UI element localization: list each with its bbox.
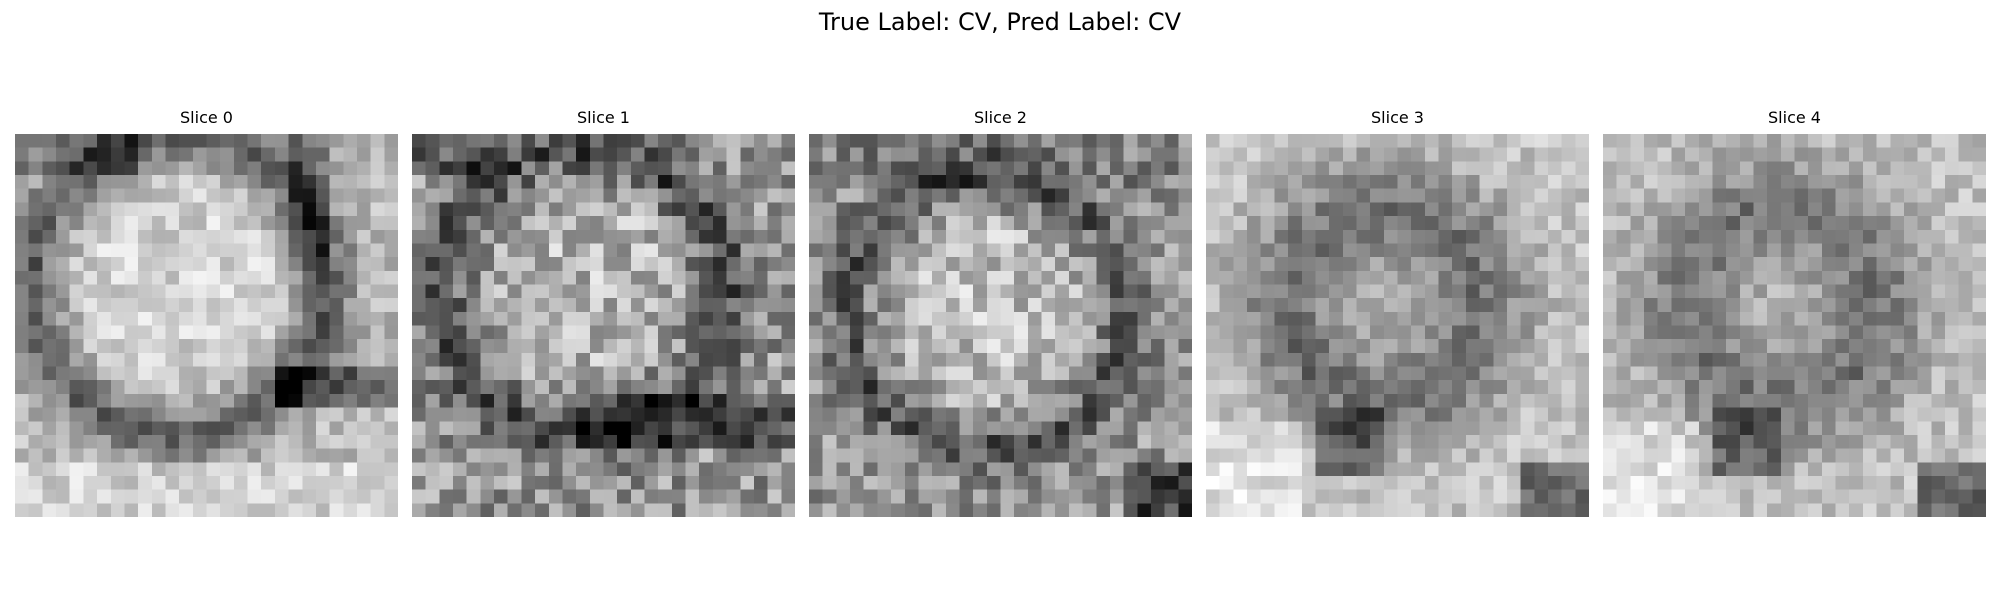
slice-2-image (809, 134, 1192, 517)
slice-4-image (1603, 134, 1986, 517)
slice-2-title: Slice 2 (974, 108, 1027, 127)
slice-0-image (15, 134, 398, 517)
slice-3-image (1206, 134, 1589, 517)
slice-4-title: Slice 4 (1768, 108, 1821, 127)
slice-1-title: Slice 1 (577, 108, 630, 127)
slice-0-title: Slice 0 (180, 108, 233, 127)
slice-3-title: Slice 3 (1371, 108, 1424, 127)
figure-title: True Label: CV, Pred Label: CV (818, 8, 1182, 36)
slice-1-image (412, 134, 795, 517)
